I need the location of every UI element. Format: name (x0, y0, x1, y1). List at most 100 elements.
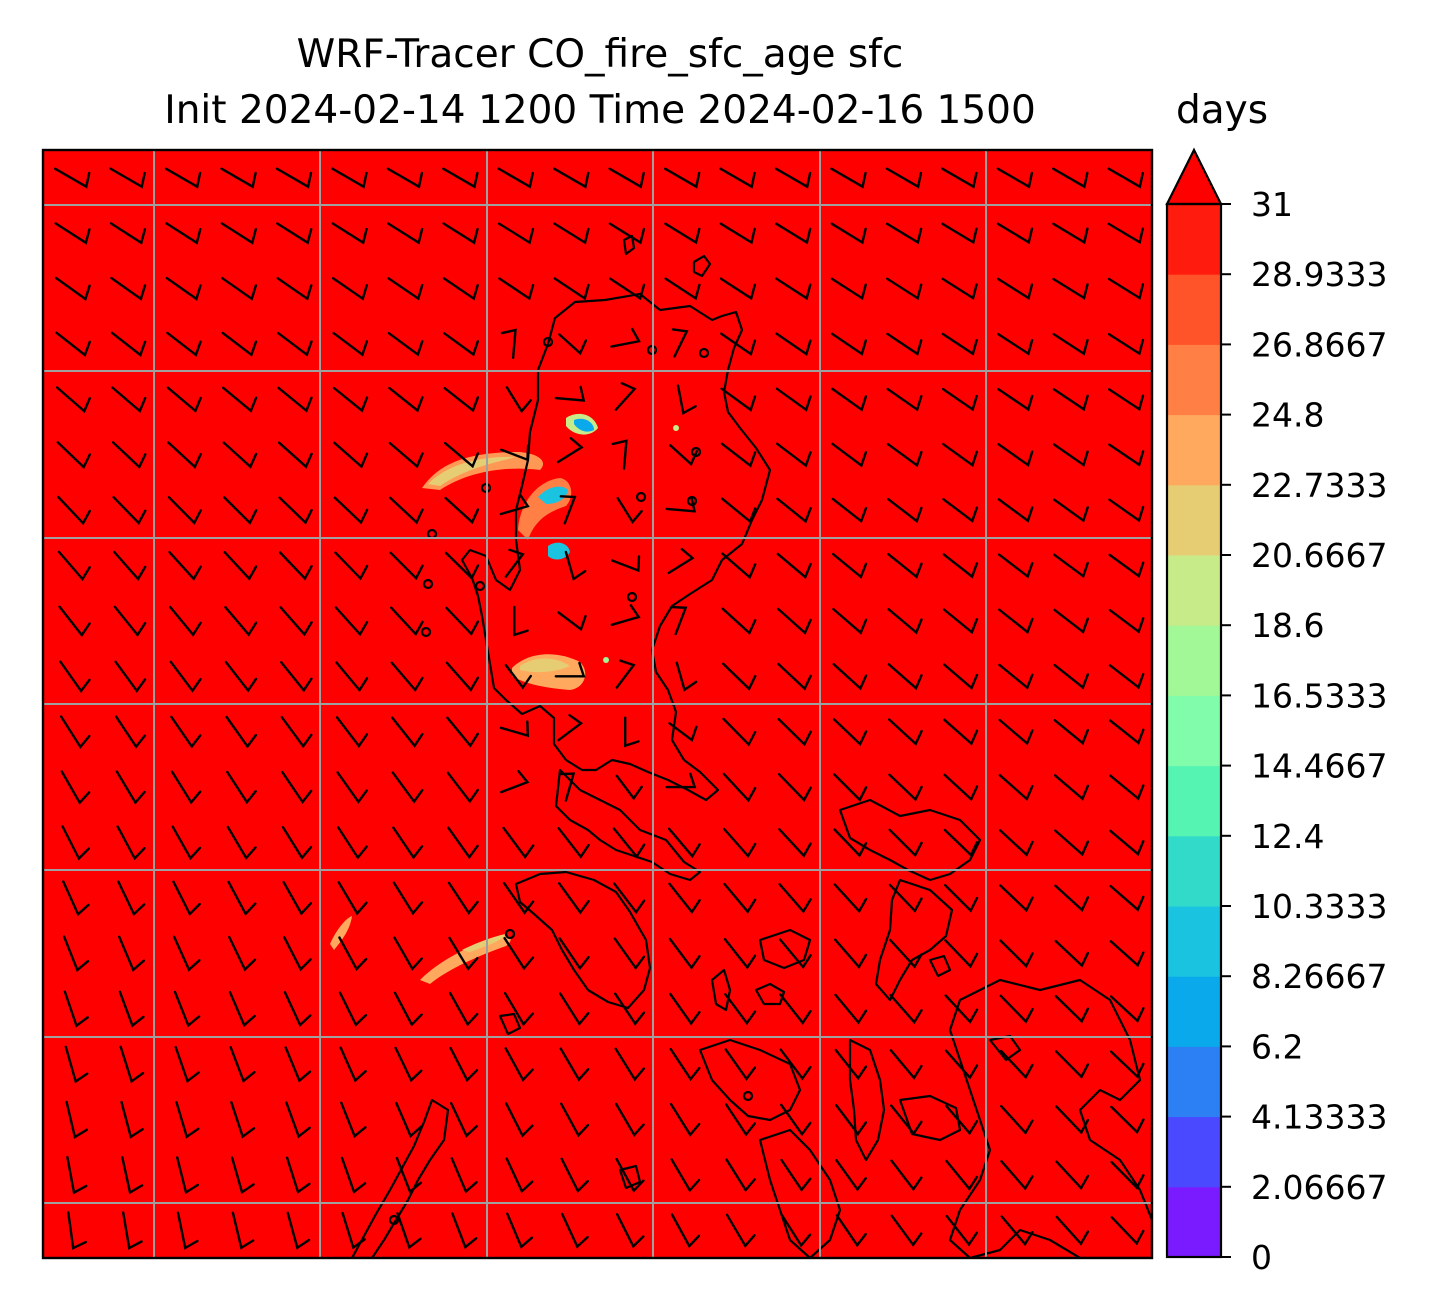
colorbar-tick-label: 31 (1251, 185, 1293, 224)
wind-barb (941, 332, 978, 356)
wind-barb (1055, 1215, 1090, 1246)
wind-barb (285, 1156, 311, 1194)
wind-barb (670, 605, 688, 636)
wind-barb (1110, 1050, 1145, 1079)
wind-barb (890, 1214, 923, 1247)
wind-barb (777, 717, 812, 747)
wind-barb (775, 277, 812, 301)
wind-barb (165, 276, 202, 301)
wind-barb (392, 881, 424, 916)
wind-barb (279, 606, 313, 637)
wind-barb (1053, 663, 1089, 690)
wind-barb (615, 1157, 645, 1193)
wind-barb (340, 1156, 367, 1194)
wind-barb (945, 1159, 979, 1191)
wind-barb (111, 441, 147, 469)
wind-barb (663, 167, 701, 189)
wind-barb (667, 547, 695, 575)
wind-barb (833, 828, 868, 858)
wind-barb (665, 772, 697, 789)
wind-barb (172, 880, 201, 917)
wind-barb (779, 1048, 812, 1081)
wind-barb (835, 1214, 867, 1248)
wind-barb (500, 444, 530, 462)
colorbar-segment (1167, 1186, 1221, 1258)
wind-barb (615, 774, 643, 801)
wind-barb (557, 827, 590, 859)
wind-barb (112, 496, 147, 526)
colorbar-tick-label: 2.06667 (1251, 1168, 1387, 1207)
wind-barb (121, 1156, 144, 1195)
wind-barb (942, 608, 979, 635)
wind-barb (608, 167, 645, 189)
wind-barb (1053, 774, 1090, 801)
wind-barb (221, 277, 258, 301)
coastline-island (692, 254, 712, 278)
wind-barb (774, 167, 812, 189)
wind-barb (886, 442, 923, 468)
wind-barb (999, 939, 1034, 969)
wind-barb (1053, 498, 1089, 523)
wind-barb (887, 608, 923, 635)
wind-barb (835, 1103, 868, 1136)
wind-barb (722, 662, 757, 691)
wind-barb (65, 1100, 88, 1139)
wind-barb (614, 1047, 645, 1082)
wind-barb (506, 1212, 534, 1249)
wind-barb (833, 773, 868, 802)
station-marker (422, 578, 434, 590)
wind-barb (228, 991, 256, 1028)
wind-barb (497, 222, 535, 245)
wind-barb (832, 718, 868, 747)
wind-barb (998, 774, 1034, 801)
wind-barb (1107, 222, 1144, 245)
wind-barb (888, 773, 923, 802)
coastline-peninsula (554, 768, 702, 882)
wind-barb (114, 660, 147, 693)
wind-barb (173, 990, 201, 1028)
wind-barb (1108, 498, 1145, 523)
wind-barb (553, 222, 590, 245)
wind-barb (664, 222, 701, 245)
wind-barb (444, 496, 480, 525)
plume-north-west (422, 452, 544, 490)
wind-barb (284, 1046, 312, 1083)
wind-barb (111, 386, 147, 413)
wind-barb (55, 331, 91, 357)
wind-barb (553, 277, 590, 301)
wind-barb (387, 332, 424, 357)
wind-barb (445, 661, 480, 692)
plume-southwest (420, 935, 511, 984)
wind-barb (451, 1212, 478, 1250)
wind-barb (60, 770, 91, 805)
wind-barb (664, 277, 701, 301)
wind-barb (170, 715, 202, 749)
wind-barb (557, 714, 584, 742)
wind-barb (944, 1049, 979, 1080)
wind-barb (1108, 664, 1145, 690)
wind-barb (669, 992, 701, 1026)
wind-barb (503, 992, 534, 1027)
wind-barb (668, 722, 698, 743)
wind-barb (174, 1045, 200, 1084)
colorbar-segment (1167, 695, 1221, 767)
wind-barb (777, 662, 812, 691)
wind-barb (1054, 1050, 1090, 1079)
wind-barb (613, 937, 646, 971)
wind-barb (564, 550, 587, 581)
wind-barb (944, 884, 979, 913)
wind-barb (997, 443, 1034, 468)
wind-barb (389, 496, 424, 525)
coastline-bohol (898, 1094, 962, 1142)
wind-barb (558, 333, 588, 356)
colorbar-tick-label: 0 (1251, 1238, 1272, 1277)
wind-barb (889, 1049, 923, 1080)
wind-barb (720, 442, 757, 468)
wind-barb (776, 442, 812, 468)
wind-barb (831, 552, 868, 579)
wind-barb (166, 331, 202, 357)
wind-barb (725, 1158, 756, 1193)
station-marker (504, 928, 516, 940)
wind-barb (166, 386, 202, 413)
wind-barb (333, 441, 369, 469)
